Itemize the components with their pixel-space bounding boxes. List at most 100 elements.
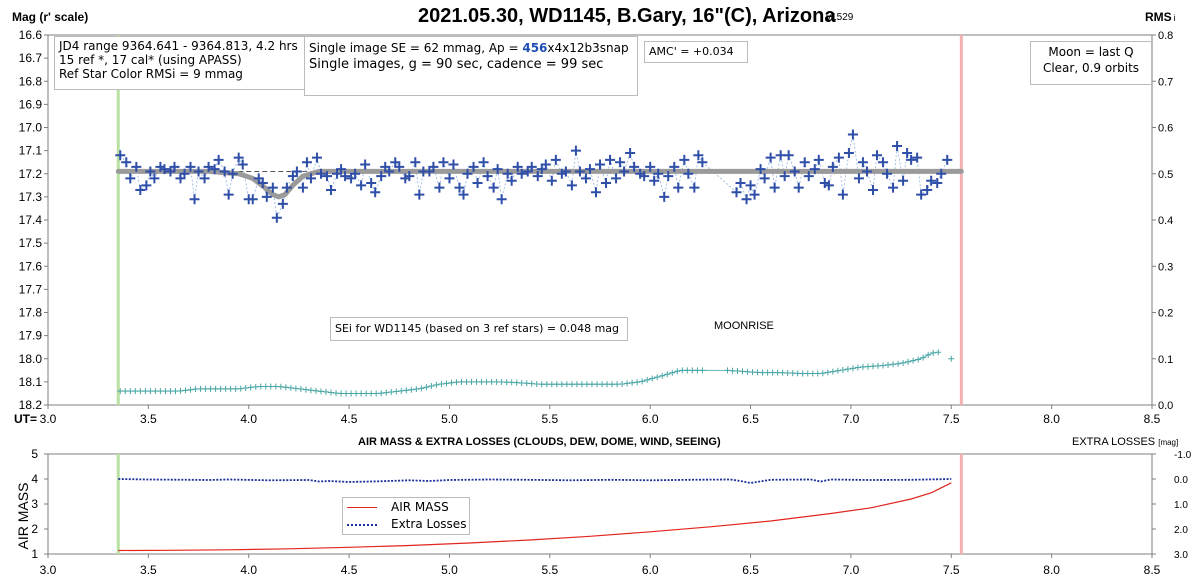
rms-tick-label: 0.5 <box>1158 169 1173 181</box>
mag-tick-label: 17.9 <box>19 329 43 343</box>
rms-point <box>282 384 289 391</box>
mag-point <box>867 184 878 195</box>
mag-point <box>878 157 889 168</box>
rms-point <box>900 359 907 366</box>
rms-tick-label: 0.7 <box>1158 76 1173 88</box>
moonrise-label: MOONRISE <box>714 320 774 332</box>
rms-point <box>809 370 816 377</box>
mag-tick-label: 17.1 <box>19 144 43 158</box>
legend-item-air-mass: AIR MASS <box>347 501 467 515</box>
chart-version: - v1529 <box>820 12 854 23</box>
info-ref-stars: 15 ref *, 17 cal* (using APASS) <box>59 53 242 67</box>
mag-point <box>615 157 626 168</box>
rms-point <box>523 380 530 387</box>
extra-losses-tick-label: -1.0 <box>1174 450 1192 461</box>
rms-point <box>634 379 641 386</box>
mag-point <box>759 173 770 184</box>
rms-tick-label: 0.8 <box>1158 30 1173 42</box>
y-right-axis-label-main: RMS <box>1145 10 1172 24</box>
mag-point <box>936 168 947 179</box>
rms-point <box>624 380 631 387</box>
ut-tick-label: 4.5 <box>341 412 358 426</box>
rms-point <box>418 385 425 392</box>
mag-point <box>271 212 282 223</box>
mag-point <box>532 171 543 182</box>
rms-point <box>674 368 681 375</box>
mag-point <box>492 164 503 175</box>
y-right-axis-label-sub: i <box>1173 13 1176 23</box>
mag-point <box>454 182 465 193</box>
mag-point <box>843 147 854 158</box>
rms-point <box>759 369 766 376</box>
extra-losses-unit: [mag] <box>1158 438 1179 447</box>
rms-point <box>317 388 324 395</box>
rms-point <box>593 381 600 388</box>
mag-point <box>888 182 899 193</box>
mag-point <box>906 154 917 165</box>
mag-point <box>669 161 680 172</box>
mag-point <box>916 189 927 200</box>
rms-point <box>804 370 811 377</box>
rms-point <box>794 370 801 377</box>
rms-point <box>609 381 616 388</box>
mag-point <box>745 180 756 191</box>
mag-point <box>384 166 395 177</box>
mag-point <box>625 147 636 158</box>
mag-point <box>340 171 351 182</box>
ut-axis-label: UT= <box>14 412 37 426</box>
mag-point <box>861 166 872 177</box>
mag-point <box>125 173 136 184</box>
legend-label-extra-losses: Extra Losses <box>391 517 467 531</box>
rms-point <box>232 385 239 392</box>
mag-point <box>601 178 612 188</box>
rms-point <box>684 367 691 374</box>
mag-point <box>663 171 674 182</box>
rms-point <box>508 379 515 386</box>
mag-point <box>611 173 622 184</box>
rms-point <box>398 387 405 394</box>
rms-point <box>754 369 761 376</box>
mag-point <box>502 168 513 179</box>
mag-point <box>233 152 244 163</box>
rms-point <box>844 366 851 373</box>
rms-point <box>468 378 475 385</box>
air-mass-line <box>118 482 952 552</box>
mag-point <box>370 187 381 198</box>
rms-point <box>473 378 480 385</box>
mag-point <box>462 168 473 179</box>
mag-point <box>496 194 507 205</box>
info-single-image-se: Single image SE = 62 mmag, Ap = 456x4x12… <box>309 40 633 56</box>
rms-point <box>548 381 555 388</box>
rms-point <box>905 358 912 365</box>
mag-point <box>857 157 868 168</box>
rms-point <box>930 349 937 356</box>
mag-tick-label: 17.3 <box>19 190 43 204</box>
rms-point <box>910 357 917 364</box>
mag-point <box>639 171 650 182</box>
airmass-tick-label: 5 <box>31 447 38 461</box>
mag-point <box>301 157 312 168</box>
rms-point <box>272 383 279 390</box>
rms-point <box>568 381 575 388</box>
mag-point <box>219 166 230 177</box>
mag-point <box>590 187 601 198</box>
mag-point <box>247 194 258 205</box>
rms-point <box>573 381 580 388</box>
info-se-post: x4x12b3snap <box>547 41 629 55</box>
rms-point <box>829 368 836 375</box>
rms-point <box>739 368 746 375</box>
ut-tick-label: 8.0 <box>1043 412 1060 426</box>
mag-point <box>892 141 903 151</box>
mag-point <box>478 157 489 168</box>
rms-point <box>252 383 259 390</box>
ut-tick-label: 5.0 <box>441 412 458 426</box>
rms-point <box>839 366 846 373</box>
rms-point <box>453 379 460 386</box>
mag-point <box>902 147 913 158</box>
rms-point <box>297 386 304 393</box>
info-clear: Clear, 0.9 orbits <box>1042 61 1140 75</box>
rms-point <box>619 380 626 387</box>
rms-point <box>664 371 671 378</box>
extra-losses-tick-label: 0.0 <box>1174 475 1188 486</box>
rms-point <box>242 385 249 392</box>
